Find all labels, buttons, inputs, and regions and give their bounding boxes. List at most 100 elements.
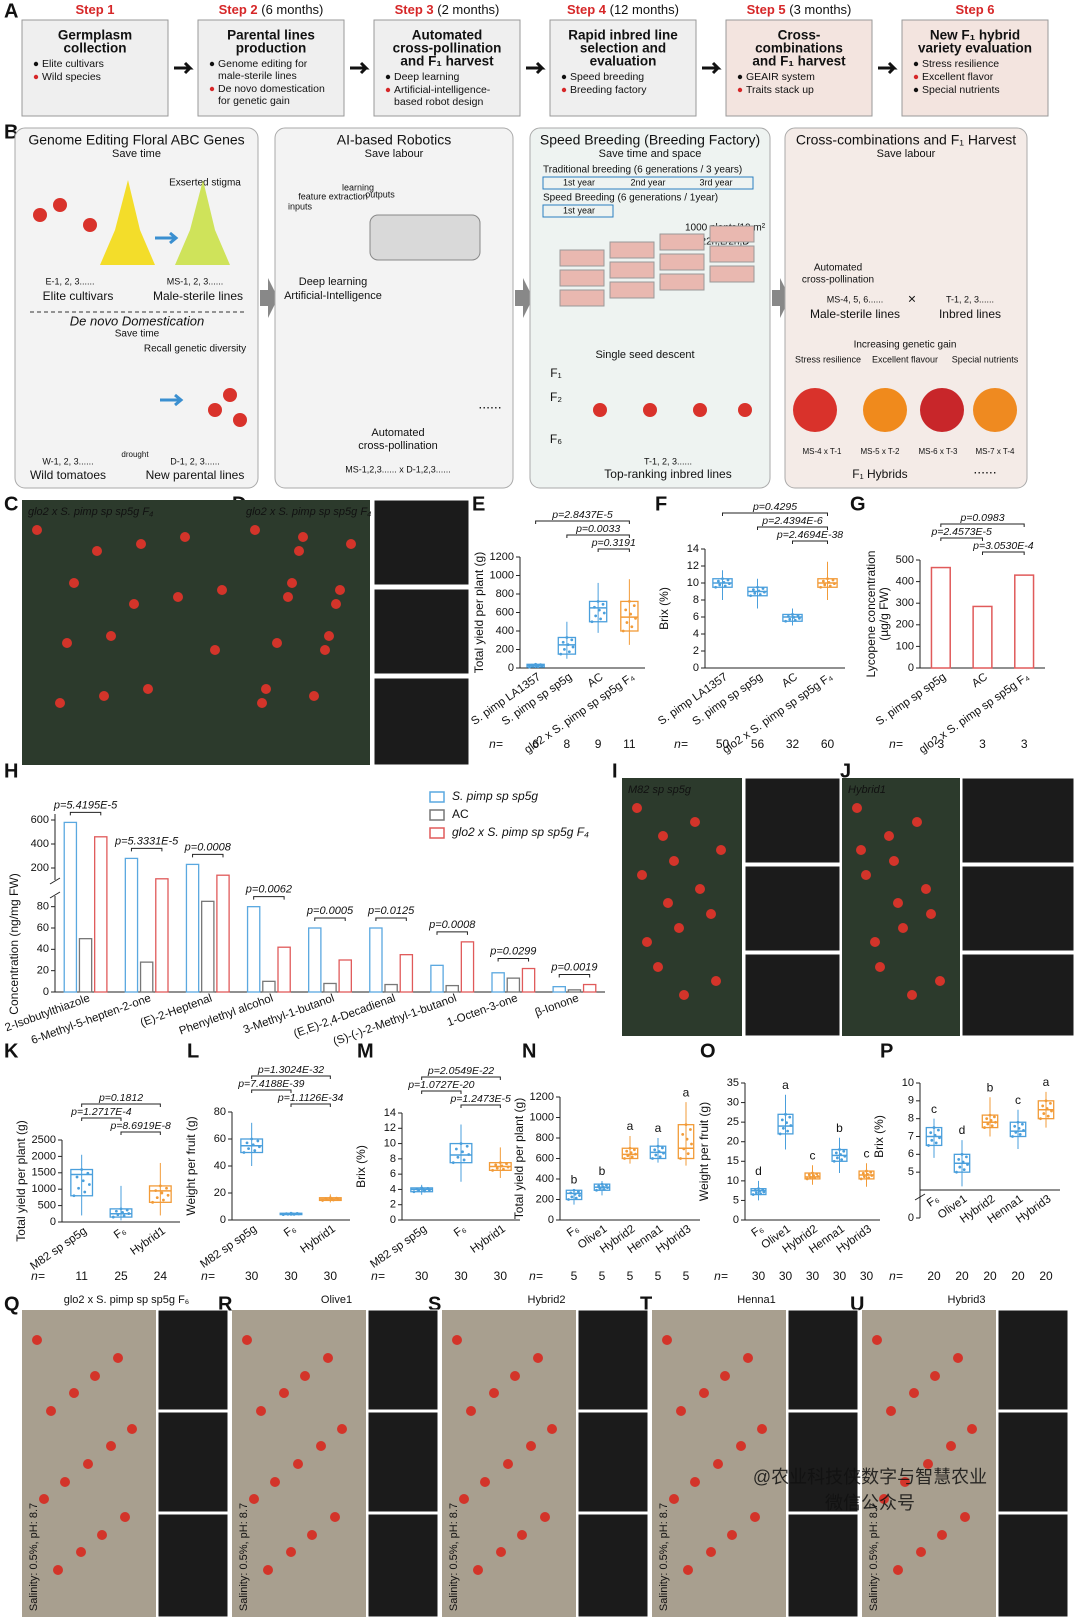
module-label: New parental lines — [146, 468, 245, 482]
p-value: p=0.0008 — [428, 919, 476, 931]
x-tick-label: Hybrid1 — [468, 1223, 507, 1256]
jitter-point — [661, 1146, 664, 1150]
jitter-point — [993, 1115, 996, 1119]
jitter-point — [630, 625, 634, 629]
jitter-point — [689, 1128, 692, 1131]
jitter-point — [962, 1168, 966, 1172]
p-value: p=0.0062 — [245, 884, 292, 896]
n-value: 5 — [571, 1269, 578, 1283]
step-duration: (6 months) — [261, 2, 323, 17]
significance-bracket — [81, 1117, 122, 1121]
step-bullet: Wild species — [42, 71, 101, 83]
x-tick-label: M82 sp sp5g — [368, 1223, 429, 1271]
jitter-point — [965, 1155, 968, 1159]
significance-bracket — [940, 537, 983, 541]
step-bullet: Excellent flavor — [922, 71, 994, 83]
y-tick-label: 1200 — [490, 551, 514, 563]
watermark: @农业科技侠数字与智慧农业 — [753, 1467, 987, 1487]
tomato-icon — [208, 403, 222, 417]
arrow — [526, 61, 546, 75]
jitter-point — [808, 1175, 812, 1179]
bar — [399, 954, 414, 993]
bullet-dot — [913, 74, 919, 80]
fruit — [143, 684, 153, 694]
x-tick-label: AC — [780, 671, 800, 690]
step-box — [197, 19, 345, 117]
fruit — [679, 990, 689, 1000]
jitter-point — [843, 1154, 847, 1158]
n-value: 24 — [154, 1269, 168, 1283]
bullet-dot — [913, 61, 919, 67]
jitter-point — [651, 1157, 654, 1160]
jitter-point — [662, 1151, 665, 1155]
y-axis-label: (µg/g FW) — [877, 587, 891, 641]
jitter-point — [281, 1213, 285, 1216]
x-tick-label: S. pimp sp sp5g — [874, 671, 948, 728]
step-number: Step 1 — [75, 2, 114, 17]
bar — [552, 986, 566, 993]
y-tick-label: 0 — [908, 662, 914, 674]
fruit — [307, 1530, 317, 1540]
jitter-point — [633, 1148, 636, 1152]
step-title: collection — [63, 41, 126, 56]
jitter-point — [626, 1154, 630, 1157]
photo-caption: glo2 x S. pimp sp sp5g F₆ — [64, 1294, 190, 1306]
flow-arrow — [772, 278, 790, 318]
jitter-point — [781, 1126, 785, 1130]
jitter-point — [819, 585, 823, 589]
jitter-point — [502, 1167, 505, 1171]
jitter-point — [632, 604, 636, 608]
jitter-point — [1021, 1122, 1024, 1126]
jitter-point — [594, 614, 598, 618]
photo-inset — [367, 1513, 439, 1617]
jitter-point — [957, 1158, 961, 1161]
shelf-icon — [559, 289, 605, 307]
jitter-point — [761, 1188, 765, 1191]
bullet-dot — [913, 87, 919, 93]
p-value: p=0.0008 — [184, 841, 232, 853]
jitter-point — [859, 1177, 863, 1181]
x-tick-label: β-Ionone — [534, 992, 581, 1019]
shelf-icon — [709, 225, 755, 243]
step-title: and F₁ harvest — [400, 54, 494, 69]
step-box — [549, 19, 697, 117]
jitter-point — [682, 1147, 686, 1151]
y-tick-label: 12 — [687, 560, 699, 572]
fruit — [496, 1547, 506, 1557]
step-duration: (2 months) — [437, 2, 499, 17]
tomato-icon — [33, 208, 47, 222]
y-tick-label: 1500 — [32, 1167, 56, 1179]
jitter-point — [727, 582, 731, 586]
y-tick-label: 0 — [508, 662, 514, 674]
y-tick-label: 300 — [896, 597, 914, 609]
bar — [506, 977, 521, 993]
module-label: Single seed descent — [595, 349, 694, 361]
step-title: Rapid inbred line — [568, 28, 678, 43]
jitter-point — [122, 1214, 126, 1218]
bar — [491, 972, 505, 993]
n-value: 20 — [955, 1269, 969, 1283]
significance-bracket — [314, 917, 346, 921]
legend-label: AC — [452, 807, 469, 821]
significance-bracket — [421, 1076, 501, 1080]
bar — [155, 878, 169, 993]
jitter-point — [933, 1133, 937, 1137]
module-label: ...... — [478, 396, 501, 412]
significance-bracket — [120, 1131, 161, 1135]
jitter-point — [630, 1155, 634, 1159]
bar — [323, 982, 337, 993]
fruit — [309, 691, 319, 701]
jitter-point — [628, 1146, 632, 1150]
x-tick-label: F₆ — [750, 1223, 767, 1240]
fruit — [346, 539, 356, 549]
bar — [430, 964, 444, 993]
hybrid-icon — [793, 388, 837, 432]
x-tick-label: glo2 x S. pimp sp sp5g F₄ — [721, 671, 836, 756]
jitter-point — [955, 1170, 958, 1174]
jitter-point — [321, 1199, 325, 1202]
x-tick-label: F₆ — [565, 1223, 582, 1240]
jitter-point — [257, 1145, 261, 1149]
jitter-point — [930, 1138, 934, 1142]
axis — [919, 560, 1045, 669]
jitter-point — [621, 629, 625, 633]
